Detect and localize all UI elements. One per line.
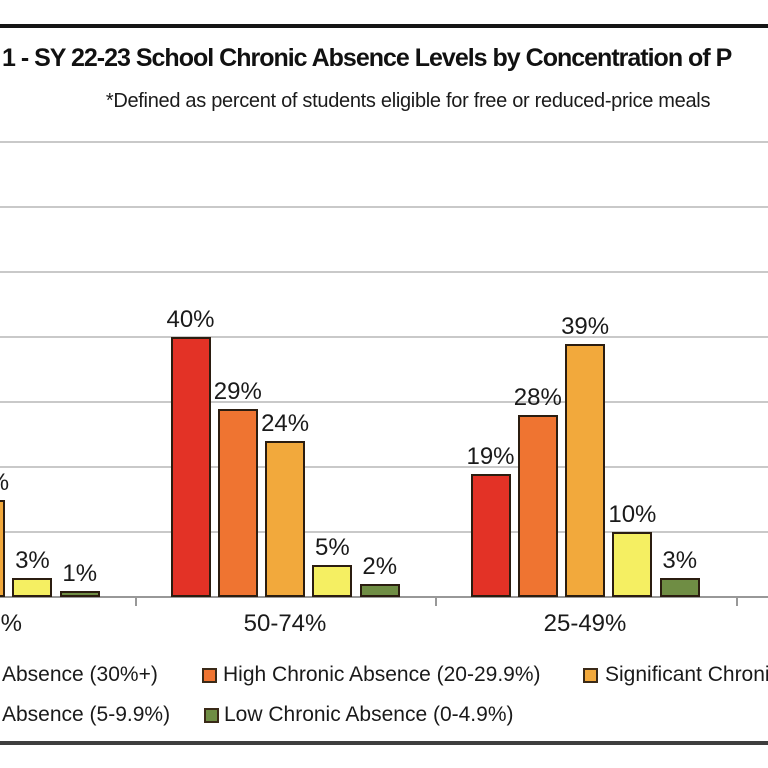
gridline-50pct bbox=[0, 271, 768, 273]
legend-label-moderate: Absence (5-9.9%) bbox=[2, 703, 171, 726]
bar-value-label-moderate-cat2: 10% bbox=[608, 501, 657, 528]
legend-swatch-high-icon bbox=[202, 668, 217, 683]
x-axis-tick-2 bbox=[736, 598, 738, 606]
x-axis-line bbox=[0, 596, 768, 598]
bar-moderate-cat0 bbox=[12, 577, 53, 597]
legend-label-low: Low Chronic Absence (0-4.9%) bbox=[224, 703, 514, 726]
chart-title: 1 - SY 22-23 School Chronic Absence Leve… bbox=[2, 44, 732, 72]
legend-label-extreme: Absence (30%+) bbox=[2, 663, 158, 686]
gridline-40pct bbox=[0, 336, 768, 338]
bar-value-label-high-cat1: 29% bbox=[213, 377, 262, 405]
chart-subtitle: *Defined as percent of students eligible… bbox=[105, 90, 711, 112]
bar-value-label-low-cat2: 3% bbox=[662, 546, 698, 574]
bar-value-label-high-cat2: 28% bbox=[513, 384, 562, 411]
bar-value-label-moderate-cat0: 3% bbox=[15, 546, 50, 574]
bar-moderate-cat1 bbox=[312, 564, 353, 597]
bar-significant-cat2 bbox=[565, 343, 606, 597]
bar-low-cat1 bbox=[359, 584, 400, 597]
category-label-0: % bbox=[0, 610, 22, 637]
bar-value-label-low-cat0: 1% bbox=[62, 559, 98, 587]
bar-value-label-significant-cat1: 24% bbox=[261, 410, 310, 437]
bar-value-label-extreme-cat2: 19% bbox=[466, 442, 515, 470]
legend-swatch-low-icon bbox=[204, 708, 219, 723]
x-axis-tick-1 bbox=[435, 598, 437, 606]
legend-label-high: High Chronic Absence (20-29.9%) bbox=[223, 663, 541, 686]
top-border-line bbox=[0, 24, 768, 28]
bar-significant-cat0 bbox=[0, 499, 6, 597]
bar-value-label-moderate-cat1: 5% bbox=[315, 533, 350, 561]
bar-value-label-extreme-cat1: 40% bbox=[166, 306, 215, 333]
bar-low-cat2 bbox=[659, 577, 700, 597]
bar-value-label-significant-cat0: 15% bbox=[0, 469, 30, 497]
gridline-70pct bbox=[0, 141, 768, 143]
category-label-2: 25-49% bbox=[543, 610, 627, 637]
bar-high-cat2 bbox=[517, 415, 558, 597]
gridline-10pct bbox=[0, 531, 768, 533]
bottom-border-line bbox=[0, 741, 768, 745]
bar-low-cat0 bbox=[59, 590, 100, 597]
bar-moderate-cat2 bbox=[612, 532, 653, 597]
legend-swatch-significant-icon bbox=[583, 668, 598, 683]
bar-value-label-low-cat1: 2% bbox=[362, 553, 398, 580]
gridline-20pct bbox=[0, 466, 768, 468]
legend-label-significant: Significant Chronic bbox=[605, 663, 768, 686]
gridline-60pct bbox=[0, 206, 768, 208]
bar-significant-cat1 bbox=[265, 441, 306, 597]
bar-extreme-cat1 bbox=[170, 337, 211, 597]
category-label-1: 50-74% bbox=[243, 610, 327, 637]
bar-extreme-cat2 bbox=[470, 473, 511, 597]
bar-value-label-significant-cat2: 39% bbox=[561, 312, 610, 340]
x-axis-tick-0 bbox=[135, 598, 137, 606]
gridline-30pct bbox=[0, 401, 768, 403]
bar-high-cat1 bbox=[217, 408, 258, 597]
